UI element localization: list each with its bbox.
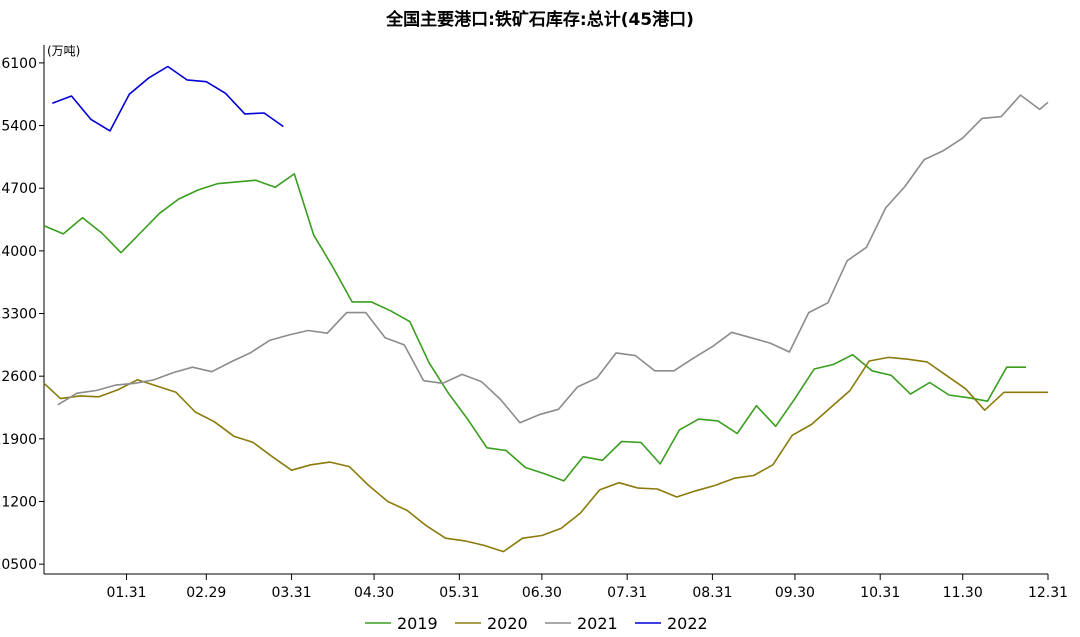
series-line-2020: [43, 356, 1048, 553]
x-tick-label: 06.30: [522, 585, 562, 601]
x-tick-label: 10.31: [860, 585, 900, 601]
legend-label-2022: 2022: [667, 614, 708, 633]
x-tick-label: 04.30: [354, 585, 394, 601]
y-tick-label: 13300: [0, 307, 37, 323]
y-tick-label: 10500: [0, 557, 37, 573]
x-tick-label: 12.31: [1028, 585, 1068, 601]
x-tick-label: 08.31: [692, 585, 732, 601]
series-lines: [43, 65, 1049, 553]
series-line-2019: [43, 173, 1026, 482]
axes: 10500 11200 11900 12600 13300 14000 14700 15400…: [0, 45, 1068, 601]
chart-title: 全国主要港口:铁矿石库存:总计(45港口): [385, 9, 694, 30]
x-tick-label: 11.30: [943, 585, 983, 601]
x-tick-label: 05.31: [439, 585, 479, 601]
y-tick-label: 11900: [0, 432, 37, 448]
x-tick-label: 02.29: [186, 585, 226, 601]
legend: 2019 2020 2021 2022: [365, 614, 708, 633]
x-tick-label: 01.31: [106, 585, 146, 601]
legend-label-2020: 2020: [487, 614, 528, 633]
y-tick-label: 16100: [0, 56, 37, 72]
y-tick-label: 12600: [0, 369, 37, 385]
legend-label-2019: 2019: [397, 614, 438, 633]
y-tick-label: 14000: [0, 244, 37, 260]
series-line-2021: [57, 94, 1049, 424]
y-tick-label: 14700: [0, 181, 37, 197]
y-axis-unit-label: (万吨): [47, 44, 80, 58]
y-tick-label: 11200: [0, 494, 37, 510]
legend-label-2021: 2021: [577, 614, 618, 633]
x-tick-label: 07.31: [607, 585, 647, 601]
series-line-2022: [52, 65, 284, 132]
x-tick-label: 09.30: [775, 585, 815, 601]
x-tick-label: 03.31: [272, 585, 312, 601]
y-tick-label: 15400: [0, 119, 37, 135]
